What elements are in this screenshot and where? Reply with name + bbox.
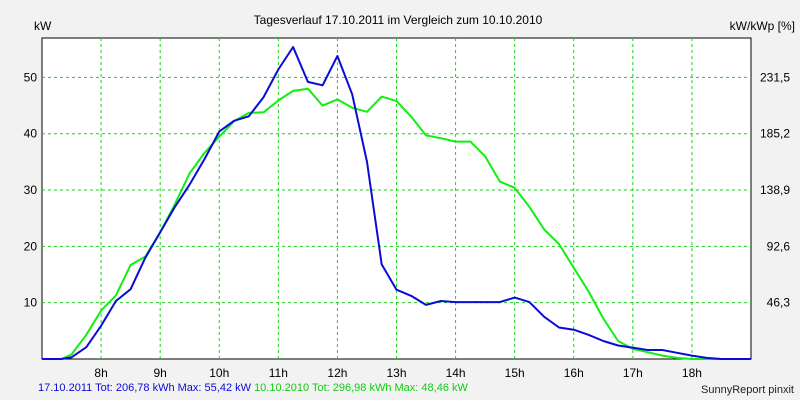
x-tick-label: 17h bbox=[623, 366, 643, 380]
y-tick-label-left: 50 bbox=[24, 70, 38, 84]
x-tick-label: 11h bbox=[269, 366, 288, 380]
legend-footer: 17.10.2011 Tot: 206,78 kWh Max: 55,42 kW… bbox=[38, 382, 468, 394]
x-tick-label: 15h bbox=[505, 366, 525, 380]
y-tick-label-left: 40 bbox=[24, 127, 38, 141]
y-axis-label-right: kW/kWp [%] bbox=[730, 19, 795, 33]
x-tick-label: 14h bbox=[446, 366, 466, 380]
series-lines bbox=[42, 46, 751, 360]
y-tick-label-right: 138,9 bbox=[760, 183, 790, 197]
x-tick-label: 8h bbox=[94, 366, 107, 380]
plot-area bbox=[41, 37, 752, 360]
grid bbox=[42, 38, 751, 359]
x-tick-label: 12h bbox=[327, 366, 347, 380]
y-tick-label-left: 10 bbox=[24, 296, 38, 310]
y-tick-label-right: 231,5 bbox=[760, 70, 790, 84]
legend-series-1: 17.10.2011 Tot: 206,78 kWh Max: 55,42 kW bbox=[38, 382, 251, 394]
y-tick-label-right: 185,2 bbox=[760, 127, 790, 141]
y-axis-label-left: kW bbox=[34, 19, 52, 33]
legend-series-2: 10.10.2010 Tot: 296,98 kWh Max: 48,46 kW bbox=[254, 382, 468, 394]
y-tick-label-right: 92,6 bbox=[767, 239, 791, 253]
x-tick-label: 16h bbox=[564, 366, 584, 380]
x-tick-label: 10h bbox=[209, 366, 229, 380]
y-tick-label-right: 46,3 bbox=[767, 296, 791, 310]
chart-title: Tagesverlauf 17.10.2011 im Vergleich zum… bbox=[254, 13, 543, 27]
series-line-17-10-2011 bbox=[42, 46, 751, 360]
y-tick-label-left: 20 bbox=[24, 239, 38, 253]
tick-labels: 8h 9h 10h 11h 12h 13h 14h 15h 16h 17h 18h 10 46,3 20 9… bbox=[24, 70, 791, 380]
x-tick-label: 9h bbox=[153, 366, 166, 380]
x-tick-label: 18h bbox=[682, 366, 702, 380]
y-tick-label-left: 30 bbox=[24, 183, 38, 197]
x-tick-label: 13h bbox=[386, 366, 406, 380]
credit-text: SunnyReport pinxit bbox=[701, 384, 794, 396]
